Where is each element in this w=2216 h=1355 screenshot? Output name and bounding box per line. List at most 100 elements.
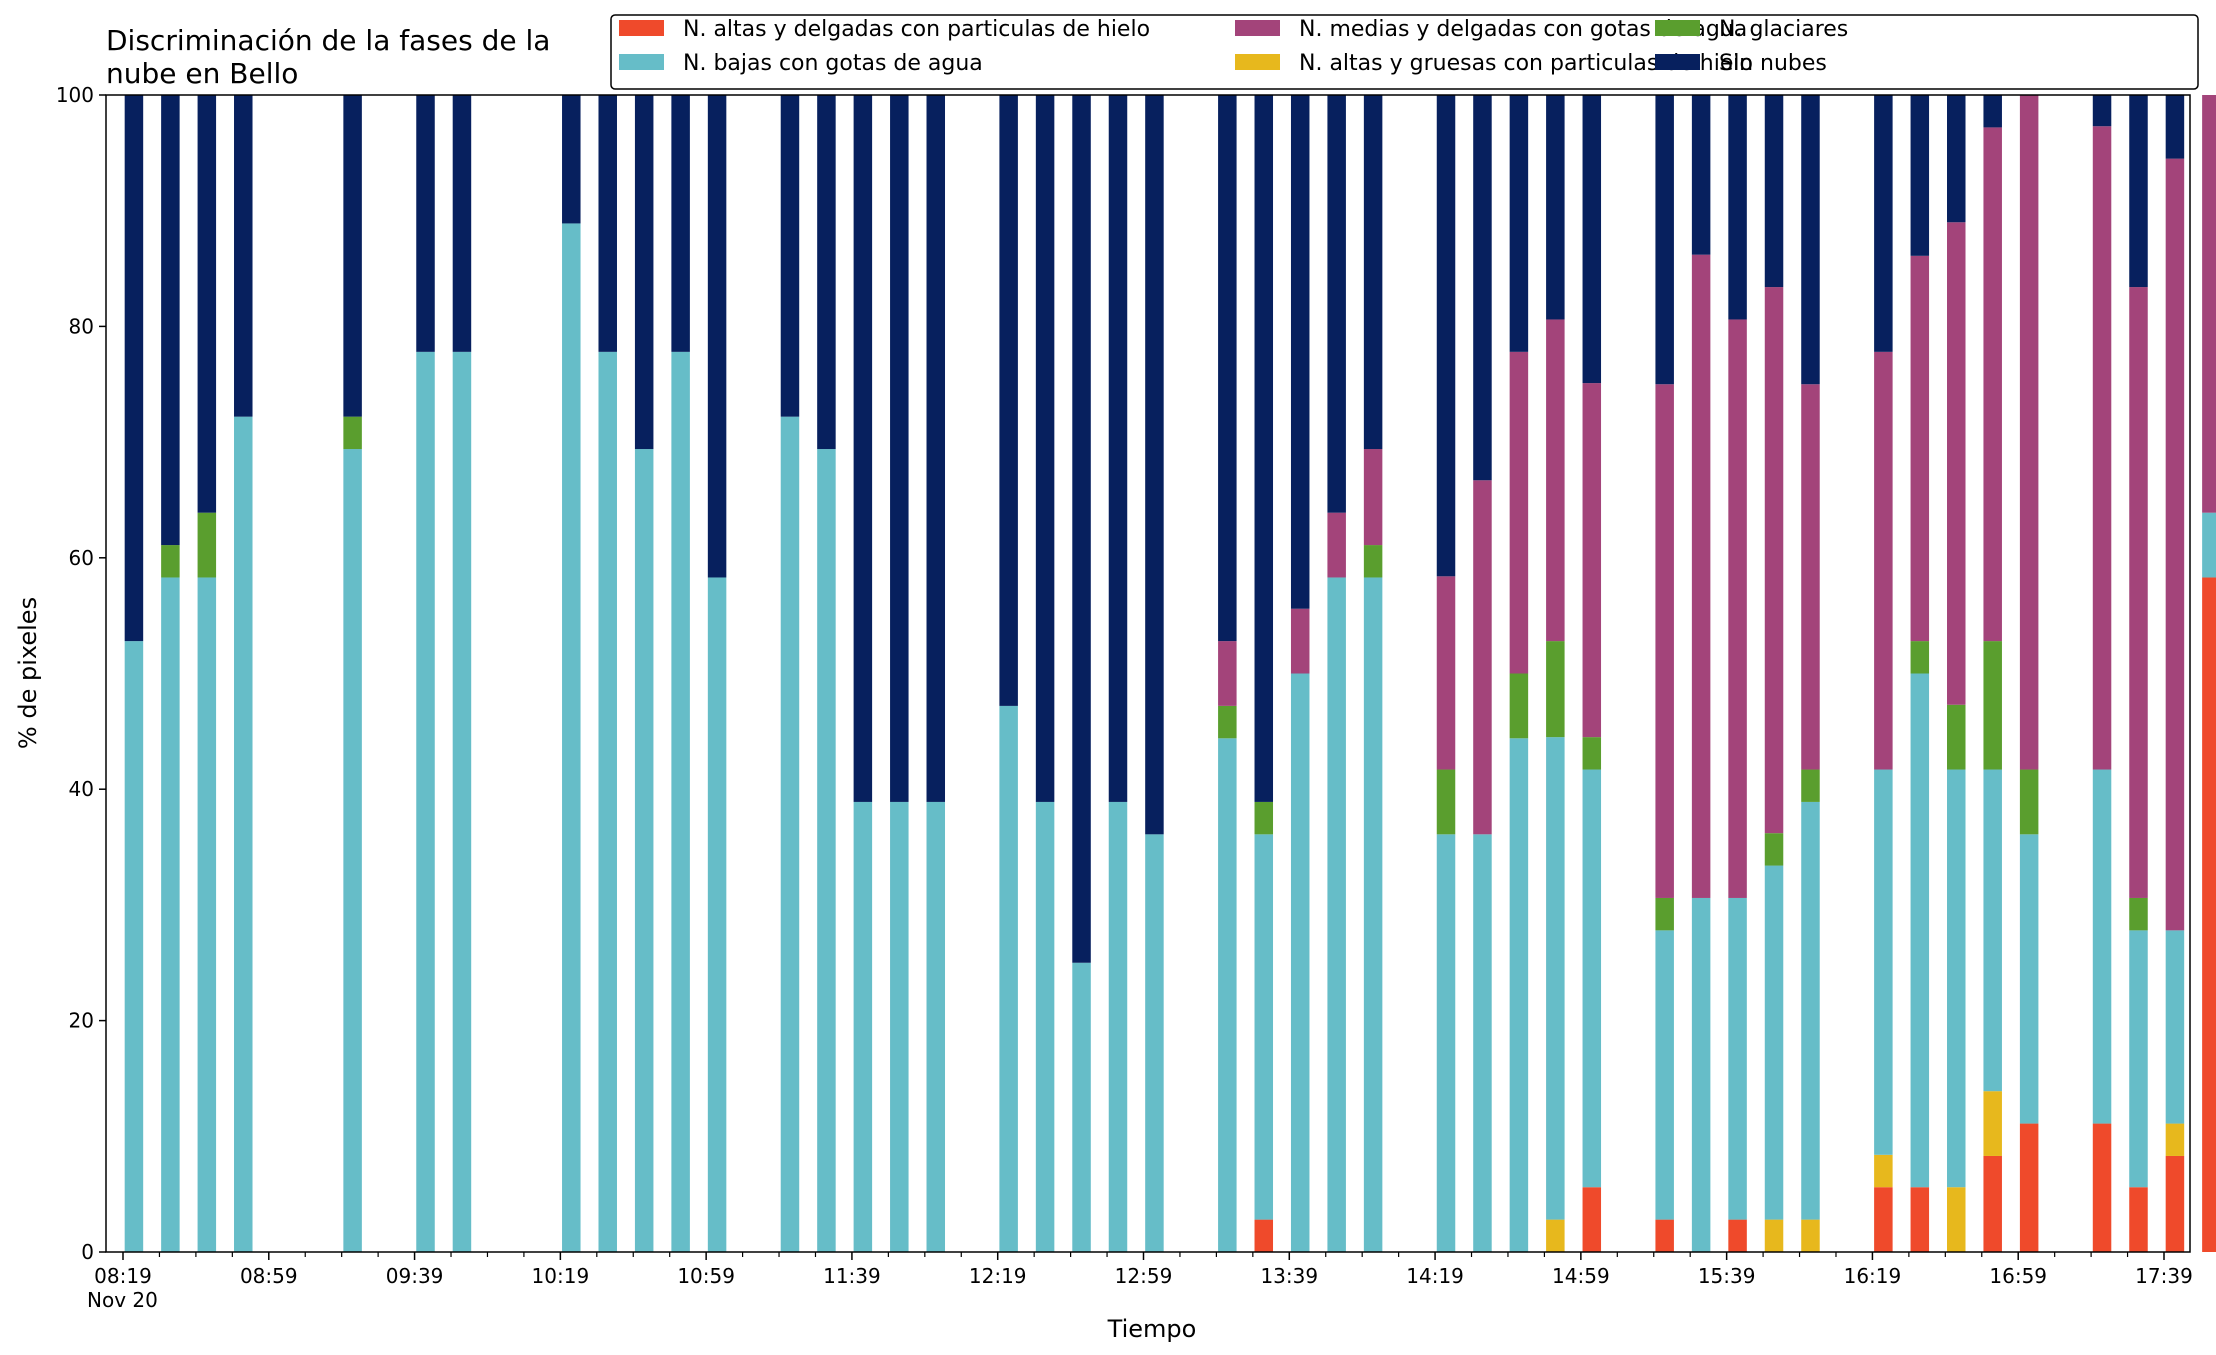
x-tick-label: 08:19	[94, 1264, 152, 1288]
bar-segment-sin-nubes	[853, 95, 873, 802]
bar-segment-n-bajas-con-gotas-de-agua	[707, 577, 727, 1252]
bar-segment-n-medias-y-delgadas-con-gotas-de-agua	[1509, 351, 1529, 674]
bar-segment-n-medias-y-delgadas-con-gotas-de-agua	[1327, 512, 1346, 578]
bar-segment-n-bajas-con-gotas-de-agua	[161, 577, 180, 1252]
bar-segment-sin-nubes	[2092, 95, 2112, 127]
bar-segment-n-bajas-con-gotas-de-agua	[598, 351, 617, 1253]
x-tick-label: 12:19	[969, 1264, 1027, 1288]
bar-segment-sin-nubes	[124, 95, 144, 642]
bars-layer	[124, 95, 2216, 1253]
bar-segment-n-bajas-con-gotas-de-agua	[234, 416, 253, 1252]
y-tick-label: 80	[69, 314, 94, 338]
bar-segment-sin-nubes	[671, 95, 690, 352]
bar-segment-n-glaciares	[1764, 833, 1784, 866]
bar-segment-n-medias-y-delgadas-con-gotas-de-agua	[1363, 449, 1383, 546]
bar-segment-sin-nubes	[1947, 95, 1966, 223]
bar-segment-sin-nubes	[999, 95, 1018, 706]
bar-segment-n-altas-y-delgadas-con-particulas-de-hielo	[1254, 1219, 1274, 1252]
bar-segment-n-altas-y-delgadas-con-particulas-de-hielo	[1983, 1155, 2002, 1252]
bar-segment-n-altas-y-gruesas-con-particulas-de-hielo	[1874, 1154, 1893, 1188]
bar-segment-n-bajas-con-gotas-de-agua	[1874, 769, 1893, 1155]
bar-segment-n-bajas-con-gotas-de-agua	[1436, 834, 1456, 1252]
bar-segment-sin-nubes	[1509, 95, 1529, 352]
bar-segment-sin-nubes	[343, 95, 362, 417]
bar-segment-sin-nubes	[1072, 95, 1091, 963]
y-axis-label: % de pixeles	[14, 597, 42, 749]
legend-label-n-glaciares: N. glaciares	[1719, 17, 1848, 42]
bar-segment-n-medias-y-delgadas-con-gotas-de-agua	[1582, 383, 1602, 738]
x-tick-label: 16:19	[1844, 1264, 1902, 1288]
legend-swatch-n-medias-y-delgadas-con-gotas-de-agua	[1235, 20, 1280, 36]
bar-segment-n-altas-y-gruesas-con-particulas-de-hielo	[1947, 1187, 1966, 1252]
bar-segment-n-bajas-con-gotas-de-agua	[671, 351, 690, 1253]
bar-segment-n-bajas-con-gotas-de-agua	[890, 801, 909, 1252]
bar-segment-sin-nubes	[634, 95, 654, 450]
bar-segment-n-medias-y-delgadas-con-gotas-de-agua	[2165, 158, 2185, 931]
bar-segment-n-altas-y-delgadas-con-particulas-de-hielo	[2129, 1187, 2148, 1252]
bar-segment-sin-nubes	[197, 95, 217, 513]
legend-label-n-altas-y-delgadas-con-particulas-de-hielo: N. altas y delgadas con particulas de hi…	[683, 17, 1150, 42]
bar-segment-n-bajas-con-gotas-de-agua	[197, 577, 217, 1252]
legend-swatch-n-bajas-con-gotas-de-agua	[619, 54, 664, 70]
bar-segment-n-medias-y-delgadas-con-gotas-de-agua	[1546, 319, 1565, 642]
bar-segment-n-medias-y-delgadas-con-gotas-de-agua	[1947, 222, 1966, 705]
legend-swatch-n-glaciares	[1655, 20, 1700, 36]
y-tick-label: 100	[56, 83, 94, 107]
bar-segment-sin-nubes	[1254, 95, 1274, 802]
bar-segment-n-altas-y-delgadas-con-particulas-de-hielo	[1655, 1219, 1674, 1252]
bar-segment-sin-nubes	[780, 95, 800, 417]
x-tick-label: 16:59	[1989, 1264, 2047, 1288]
bar-segment-sin-nubes	[1436, 95, 1456, 577]
y-tick-label: 40	[69, 777, 94, 801]
bar-segment-n-glaciares	[2019, 769, 2039, 835]
bar-segment-sin-nubes	[1108, 95, 1128, 802]
bar-segment-n-bajas-con-gotas-de-agua	[853, 801, 873, 1252]
x-tick-label: 10:19	[532, 1264, 590, 1288]
bar-segment-sin-nubes	[926, 95, 946, 802]
x-tick-label: 10:59	[677, 1264, 735, 1288]
chart-title: Discriminación de la fases de la nube en…	[106, 24, 550, 90]
y-axis: 0 20 40 60 80 100	[56, 83, 106, 1264]
bar-segment-n-altas-y-delgadas-con-particulas-de-hielo	[2202, 577, 2216, 1252]
bar-segment-n-glaciares	[1801, 769, 1820, 802]
bar-segment-sin-nubes	[598, 95, 617, 352]
bar-segment-n-bajas-con-gotas-de-agua	[2165, 930, 2185, 1124]
bar-segment-n-altas-y-gruesas-con-particulas-de-hielo	[1764, 1219, 1784, 1252]
bar-segment-n-bajas-con-gotas-de-agua	[1363, 577, 1383, 1252]
x-tick-label: 17:39	[2135, 1264, 2193, 1288]
bar-segment-sin-nubes	[1764, 95, 1784, 288]
bar-segment-n-glaciares	[1910, 641, 1930, 674]
bar-segment-n-bajas-con-gotas-de-agua	[1072, 962, 1091, 1252]
bar-segment-sin-nubes	[452, 95, 472, 352]
bar-segment-n-altas-y-delgadas-con-particulas-de-hielo	[1874, 1187, 1893, 1252]
bar-segment-n-bajas-con-gotas-de-agua	[452, 351, 472, 1253]
plot-frame	[105, 94, 2191, 1253]
bar-segment-sin-nubes	[707, 95, 727, 578]
bar-segment-n-altas-y-delgadas-con-particulas-de-hielo	[2092, 1123, 2112, 1252]
bar-segment-n-glaciares	[343, 416, 362, 450]
bar-segment-n-medias-y-delgadas-con-gotas-de-agua	[1764, 287, 1784, 834]
bar-segment-n-medias-y-delgadas-con-gotas-de-agua	[1728, 319, 1747, 898]
bar-segment-n-bajas-con-gotas-de-agua	[1764, 865, 1784, 1220]
bar-segment-n-bajas-con-gotas-de-agua	[2019, 834, 2039, 1124]
bar-segment-n-medias-y-delgadas-con-gotas-de-agua	[1290, 608, 1310, 674]
bar-segment-n-glaciares	[2129, 897, 2148, 931]
bar-segment-n-bajas-con-gotas-de-agua	[1801, 801, 1820, 1220]
legend-box	[610, 14, 2199, 90]
bar-segment-n-glaciares	[1254, 801, 1274, 835]
bar-segment-sin-nubes	[1691, 95, 1711, 255]
bar-segment-n-altas-y-delgadas-con-particulas-de-hielo	[2165, 1155, 2185, 1252]
y-tick-label: 60	[69, 546, 94, 570]
chart-title-line-2: nube en Bello	[106, 57, 298, 90]
bar-segment-n-medias-y-delgadas-con-gotas-de-agua	[2129, 287, 2148, 898]
bar-segment-sin-nubes	[1655, 95, 1674, 385]
bar-segment-n-bajas-con-gotas-de-agua	[343, 449, 362, 1252]
bar-segment-sin-nubes	[1728, 95, 1747, 320]
bar-segment-sin-nubes	[2129, 95, 2148, 288]
legend-label-n-bajas-con-gotas-de-agua: N. bajas con gotas de agua	[683, 51, 983, 76]
bar-segment-n-glaciares	[1983, 641, 2002, 770]
bar-segment-n-bajas-con-gotas-de-agua	[124, 641, 144, 1252]
bar-segment-n-bajas-con-gotas-de-agua	[817, 449, 836, 1252]
x-tick-label: 14:59	[1552, 1264, 1610, 1288]
